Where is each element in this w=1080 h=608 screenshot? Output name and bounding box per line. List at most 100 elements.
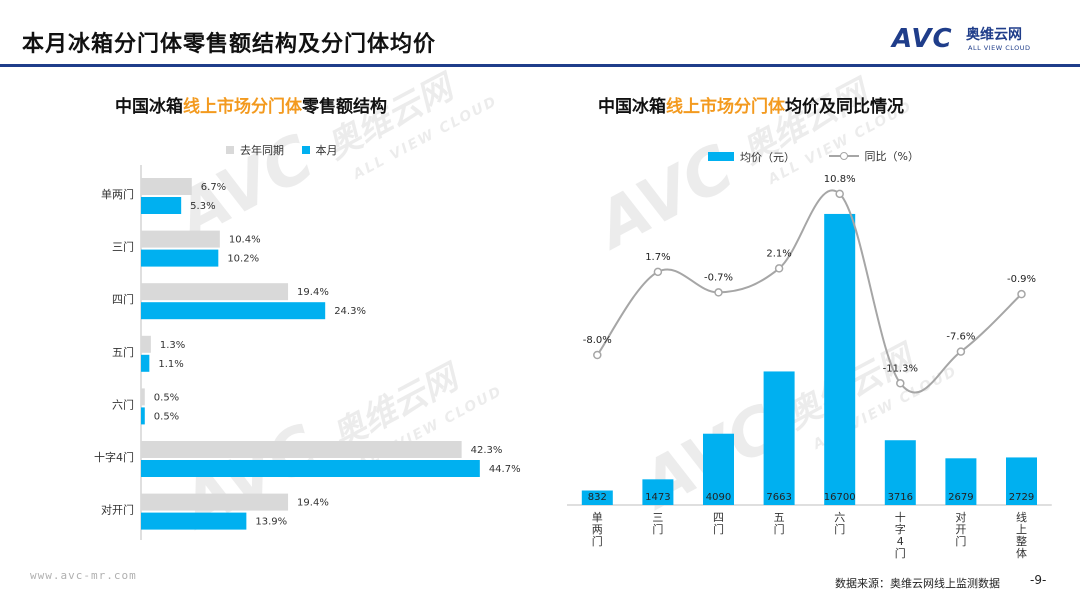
data-label: 44.7%	[489, 464, 521, 475]
logo-mark: AVC	[892, 24, 953, 54]
data-label: 6.7%	[201, 182, 226, 193]
right-chart-legend: 均价（元） 同比（%）	[708, 148, 933, 165]
bar-avg-price	[884, 440, 916, 505]
category-label: 对开门	[955, 510, 966, 548]
category-label: 四门	[112, 292, 134, 306]
category-label: 对开门	[101, 503, 134, 517]
bar-value-label: 7663	[766, 492, 791, 503]
yoy-point	[1017, 289, 1026, 299]
data-label: 24.3%	[334, 306, 366, 317]
page-title: 本月冰箱分门体零售额结构及分门体均价	[22, 32, 437, 57]
bar-avg-price	[703, 433, 734, 505]
bar-value-label: 832	[588, 492, 607, 503]
bar-last-year	[141, 388, 145, 406]
bar-value-label: 3716	[888, 492, 913, 503]
bar-avg-price	[824, 213, 856, 505]
bar-avg-price	[642, 479, 674, 505]
legend-item-this-month: 本月	[301, 142, 338, 158]
category-label: 线上整体	[1016, 510, 1027, 560]
header: 本月冰箱分门体零售额结构及分门体均价 AVC 奥维云网 ALL VIEW CLO…	[0, 0, 1080, 67]
bar-value-label: 1473	[645, 492, 670, 503]
category-label: 三门	[652, 511, 663, 536]
bar-this-month	[141, 197, 182, 214]
logo-name-en: ALL VIEW CLOUD	[968, 44, 1031, 52]
header-divider	[0, 64, 1080, 67]
yoy-label: -0.7%	[704, 272, 733, 283]
legend-swatch-this-month	[301, 146, 310, 154]
page-number: -9-	[1030, 573, 1047, 587]
bar-last-year	[141, 335, 151, 353]
bar-value-label: 2679	[948, 492, 973, 503]
yoy-point	[714, 288, 723, 297]
yoy-label: 1.7%	[645, 252, 670, 263]
yoy-line	[596, 189, 1023, 394]
yoy-point	[774, 264, 784, 273]
yoy-point	[653, 267, 663, 277]
data-label: 19.4%	[297, 498, 329, 509]
legend-label-yoy: 同比（%）	[864, 150, 919, 163]
left-chart-legend: 去年同期 本月	[226, 142, 352, 158]
bar-this-month	[141, 302, 326, 320]
bar-value-label: 4090	[706, 492, 731, 503]
data-label: 0.5%	[154, 411, 179, 422]
data-label: 42.3%	[471, 445, 503, 456]
legend-swatch-yoy	[828, 151, 859, 161]
right-chart-title-highlight: 线上市场分门体	[666, 97, 785, 117]
category-label: 六门	[834, 511, 845, 536]
data-label: 10.4%	[229, 235, 261, 246]
legend-item-avg-price: 均价（元）	[708, 149, 795, 165]
bar-this-month	[141, 354, 150, 372]
data-label: 13.9%	[255, 517, 287, 528]
yoy-label: 2.1%	[766, 248, 791, 259]
category-label: 六门	[112, 397, 134, 411]
bar-last-year	[141, 441, 462, 458]
bar-this-month	[141, 407, 145, 425]
legend-swatch-avg-price	[708, 152, 734, 161]
category-label: 单两门	[101, 187, 134, 201]
left-bar-chart: 单两门 6.7% 5.3% 三门 10.4% 10.2% 四门 19.4% 24.3% 五门 1.3…	[94, 165, 521, 540]
category-label: 三门	[112, 240, 134, 254]
legend-swatch-last-year	[226, 146, 234, 154]
bar-this-month	[141, 460, 480, 477]
right-chart-title-part: 均价及同比情况	[785, 97, 904, 117]
category-label: 四门	[713, 511, 724, 536]
bar-this-month	[141, 512, 247, 530]
yoy-point	[956, 347, 966, 356]
yoy-label: -11.3%	[883, 363, 918, 374]
bar-last-year	[141, 178, 192, 195]
left-chart-title-highlight: 线上市场分门体	[183, 97, 302, 117]
yoy-point	[835, 189, 844, 199]
data-label: 19.4%	[297, 287, 329, 298]
legend-label-avg-price: 均价（元）	[740, 150, 795, 164]
footer-url[interactable]: www.avc-mr.com	[30, 569, 137, 582]
legend-item-last-year: 去年同期	[226, 142, 284, 158]
category-label: 五门	[774, 511, 785, 536]
bar-value-label: 16700	[824, 492, 856, 503]
data-label: 5.3%	[190, 201, 215, 212]
right-combo-chart: 832 单两门 1473 三门 4090 四门 7663 五门 16700 六门 3716 十字 4 门 2…	[567, 174, 1052, 560]
avc-logo: AVC 奥维云网 ALL VIEW CLOUD	[892, 22, 1062, 56]
data-label: 10.2%	[227, 254, 259, 265]
yoy-label: -0.9%	[1007, 274, 1036, 285]
bar-avg-price	[581, 490, 613, 505]
footer-data-source: 数据来源：奥维云网线上监测数据	[835, 577, 1000, 590]
left-chart-title-part: 零售额结构	[302, 97, 387, 117]
bar-last-year	[141, 230, 220, 248]
bar-value-label: 2729	[1009, 492, 1034, 503]
bar-this-month	[141, 249, 219, 267]
yoy-point	[896, 379, 905, 388]
bar-last-year	[141, 493, 289, 511]
data-label: 1.1%	[158, 359, 183, 370]
logo-name-cn: 奥维云网	[966, 27, 1022, 43]
legend-label-last-year: 去年同期	[240, 144, 284, 157]
bar-last-year	[141, 283, 289, 301]
category-label: 五门	[112, 345, 134, 359]
category-label: 十字4门	[94, 450, 134, 464]
data-label: 0.5%	[154, 392, 179, 403]
bar-avg-price	[945, 458, 977, 505]
legend-label-this-month: 本月	[315, 144, 338, 157]
right-chart-title-part: 中国冰箱	[598, 97, 666, 117]
yoy-label: -8.0%	[583, 335, 612, 346]
bar-avg-price	[763, 371, 795, 505]
